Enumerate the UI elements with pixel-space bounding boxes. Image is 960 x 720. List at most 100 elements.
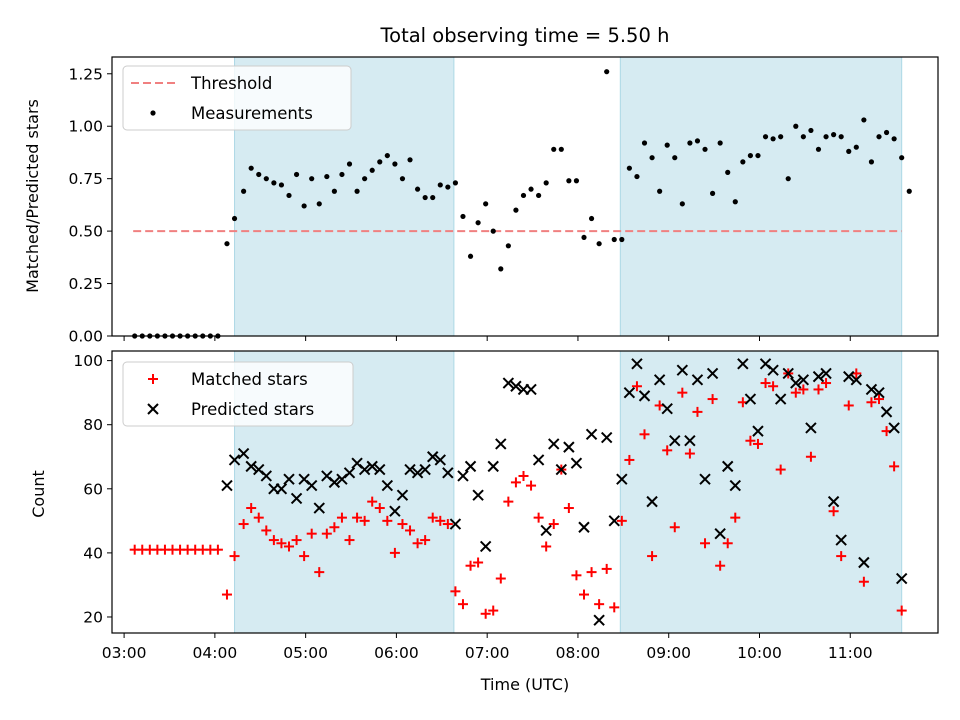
count-series bbox=[129, 358, 908, 626]
matched-star-point bbox=[442, 519, 453, 530]
measurement-point bbox=[876, 134, 882, 140]
predicted-star-point bbox=[653, 374, 666, 386]
x-tick-label: 05:00 bbox=[283, 644, 328, 662]
measurement-point bbox=[309, 176, 315, 182]
matched-star-point bbox=[548, 519, 559, 530]
y-tick-label: 40 bbox=[83, 544, 103, 562]
y-tick-label: 20 bbox=[83, 608, 103, 626]
matched-star-point bbox=[246, 503, 257, 514]
predicted-star-point bbox=[835, 534, 847, 546]
x-stroke bbox=[631, 358, 643, 370]
x-stroke bbox=[691, 374, 704, 386]
predicted-star-point bbox=[616, 473, 628, 485]
x-stroke bbox=[820, 367, 832, 380]
matched-star-point bbox=[715, 560, 726, 571]
x-stroke bbox=[525, 383, 537, 396]
predicted-star-point bbox=[305, 479, 318, 492]
x-stroke bbox=[298, 473, 310, 485]
x-stroke bbox=[532, 454, 545, 466]
predicted-star-point bbox=[888, 422, 900, 434]
matched-star-point bbox=[821, 378, 832, 389]
measurement-point bbox=[823, 134, 829, 140]
count-panel: 20 40 60 80 100 03:00 04:00 05:00 06:00 07:00 08:0… bbox=[29, 350, 939, 694]
matched-star-point bbox=[336, 512, 347, 523]
measurement-point bbox=[717, 140, 723, 146]
measurement-point bbox=[399, 176, 406, 182]
x-stroke bbox=[419, 463, 431, 476]
measurement-point bbox=[558, 146, 564, 152]
matched-star-point bbox=[669, 522, 680, 533]
legend-threshold-label: Threshold bbox=[190, 74, 272, 93]
matched-star-point bbox=[579, 589, 589, 600]
count-legend: Matched stars Predicted stars bbox=[122, 361, 354, 427]
predicted-star-point bbox=[487, 460, 499, 473]
x-stroke bbox=[260, 470, 273, 482]
x-stroke bbox=[790, 377, 802, 389]
legend-matched-label: Matched stars bbox=[191, 370, 308, 389]
matched-star-point bbox=[435, 515, 446, 526]
x-stroke bbox=[351, 457, 363, 469]
predicted-star-point bbox=[404, 463, 416, 476]
measurement-point bbox=[649, 155, 655, 161]
matched-star-point bbox=[329, 522, 340, 533]
measurement-point bbox=[664, 142, 670, 148]
measurement-point bbox=[377, 159, 383, 165]
predicted-star-point bbox=[464, 460, 477, 473]
measurement-point bbox=[331, 188, 337, 194]
x-stroke bbox=[744, 393, 757, 405]
x-stroke bbox=[835, 534, 847, 546]
x-stroke bbox=[684, 435, 696, 447]
measurement-point bbox=[679, 201, 685, 207]
measurement-point bbox=[906, 188, 912, 194]
x-stroke bbox=[147, 403, 159, 415]
measurement-point bbox=[513, 207, 519, 213]
predicted-star-point bbox=[275, 483, 288, 495]
predicted-star-point bbox=[722, 460, 734, 473]
x-stroke bbox=[563, 441, 575, 453]
predicted-star-point bbox=[865, 383, 878, 396]
matched-star-point bbox=[533, 512, 544, 523]
matched-star-point bbox=[752, 438, 763, 449]
matched-star-point bbox=[427, 512, 438, 523]
y-tick-label: 1.00 bbox=[68, 118, 103, 136]
measurement-point bbox=[224, 241, 230, 247]
predicted-star-point bbox=[548, 438, 560, 450]
measurement-point bbox=[566, 178, 572, 184]
x-stroke bbox=[623, 386, 636, 399]
ratio-axes: 0.00 0.25 0.50 0.75 1.00 1.25 bbox=[68, 65, 851, 346]
predicted-star-point bbox=[684, 435, 696, 447]
predicted-star-point bbox=[389, 505, 401, 517]
matched-star-point bbox=[352, 512, 363, 523]
predicted-star-point bbox=[374, 463, 386, 476]
matched-star-point bbox=[314, 567, 325, 578]
measurement-point bbox=[868, 159, 875, 165]
predicted-star-point bbox=[442, 467, 454, 479]
predicted-star-point bbox=[290, 492, 303, 505]
matched-star-point bbox=[450, 586, 461, 597]
matched-star-point bbox=[775, 464, 786, 475]
matched-star-point bbox=[790, 387, 801, 398]
predicted-star-point bbox=[767, 364, 779, 376]
predicted-star-point bbox=[827, 495, 840, 508]
predicted-star-point bbox=[631, 358, 643, 370]
x-tick-label: 09:00 bbox=[646, 644, 691, 662]
x-stroke bbox=[653, 374, 666, 386]
x-stroke bbox=[608, 515, 620, 527]
predicted-star-point bbox=[774, 393, 787, 405]
predicted-star-point bbox=[669, 435, 681, 447]
x-stroke bbox=[540, 524, 552, 537]
y-tick-label: 1.25 bbox=[68, 65, 103, 83]
x-stroke bbox=[669, 435, 681, 447]
matched-star-point bbox=[541, 541, 552, 552]
measurement-point bbox=[422, 194, 428, 201]
measurement-point bbox=[301, 203, 307, 209]
measurement-point bbox=[732, 199, 738, 205]
x-stroke bbox=[313, 502, 325, 514]
measurement-point bbox=[339, 171, 345, 178]
x-stroke bbox=[850, 374, 863, 386]
x-stroke bbox=[616, 473, 628, 485]
x-stroke bbox=[449, 518, 462, 530]
predicted-star-point bbox=[479, 540, 492, 553]
measurement-point bbox=[619, 236, 625, 243]
x-stroke bbox=[472, 489, 484, 501]
